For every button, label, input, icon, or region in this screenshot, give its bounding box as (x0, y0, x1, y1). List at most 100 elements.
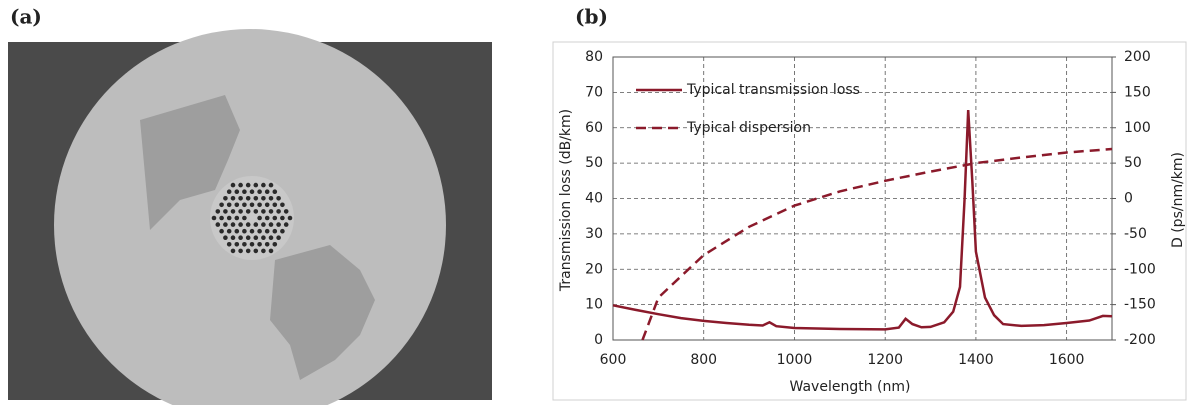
plot-frame (612, 56, 1113, 341)
air-hole (268, 248, 274, 254)
data-line (612, 110, 1113, 331)
air-hole (276, 209, 281, 214)
y-tick-label: 70 (585, 84, 603, 100)
air-hole (276, 235, 281, 240)
y-tick-label: 60 (585, 120, 603, 136)
air-hole (230, 235, 236, 240)
air-hole (257, 189, 262, 194)
y-tick-label: 50 (585, 155, 603, 171)
air-hole (226, 242, 232, 247)
air-hole (226, 189, 232, 194)
air-hole (238, 196, 243, 201)
air-hole (272, 189, 278, 194)
y2-tick-label: -100 (1124, 261, 1156, 277)
air-hole (253, 182, 259, 188)
y-tick-label: 10 (585, 297, 603, 313)
air-hole (253, 235, 259, 240)
air-hole (242, 228, 247, 234)
y-tick-label: 0 (594, 332, 603, 348)
air-hole (257, 228, 262, 234)
air-hole (223, 196, 228, 201)
y-axis-title: Transmission loss (dB/km) (558, 109, 574, 292)
air-hole (257, 215, 262, 221)
air-hole (261, 235, 266, 240)
air-hole (245, 248, 251, 254)
air-hole (242, 215, 247, 221)
air-hole (230, 209, 236, 214)
y2-tick-label: 50 (1124, 155, 1142, 171)
y2-tick-label: -50 (1124, 226, 1147, 242)
air-hole (219, 215, 224, 221)
x-tick-label: 800 (690, 352, 717, 368)
air-hole (242, 242, 247, 247)
air-hole (249, 189, 255, 194)
panel-label: (a) (10, 5, 42, 29)
air-hole (261, 248, 266, 254)
air-hole (261, 222, 266, 227)
air-hole (264, 242, 270, 247)
air-hole (276, 196, 281, 201)
air-hole (272, 228, 278, 234)
air-hole (272, 242, 278, 247)
air-hole (272, 215, 278, 221)
air-hole (268, 235, 274, 240)
air-hole (238, 248, 243, 254)
air-hole (234, 189, 240, 194)
air-hole (283, 222, 289, 227)
air-hole (245, 235, 251, 240)
x-tick-label: 1200 (867, 352, 903, 368)
air-hole (230, 182, 236, 188)
air-holes (211, 182, 293, 254)
air-hole (226, 228, 232, 234)
air-hole (219, 228, 224, 234)
air-hole (223, 209, 228, 214)
air-hole (253, 209, 259, 214)
air-hole (219, 202, 224, 208)
air-hole (272, 202, 278, 208)
x-tick-label: 1600 (1049, 352, 1085, 368)
air-hole (261, 209, 266, 214)
sem-image (8, 29, 492, 409)
y-tick-label: 80 (585, 49, 603, 65)
air-hole (257, 202, 262, 208)
x-axis-title: Wavelength (nm) (790, 379, 911, 395)
air-hole (234, 202, 240, 208)
air-hole (223, 222, 228, 227)
fiber-core (210, 176, 294, 260)
data-line (641, 147, 1113, 341)
air-hole (253, 248, 259, 254)
air-hole (283, 209, 289, 214)
air-hole (257, 242, 262, 247)
air-hole (223, 235, 228, 240)
air-hole (230, 248, 236, 254)
y2-tick-label: -150 (1124, 297, 1156, 313)
air-hole (249, 242, 255, 247)
air-hole (230, 222, 236, 227)
y-tick-label: 40 (585, 191, 603, 207)
air-hole (261, 196, 266, 201)
air-hole (211, 215, 217, 221)
y-tick-label: 20 (585, 261, 603, 277)
air-hole (280, 202, 285, 208)
air-hole (276, 222, 281, 227)
y2-tick-label: 150 (1124, 84, 1151, 100)
y-tick-label: 30 (585, 226, 603, 242)
x-tick-label: 1000 (777, 352, 813, 368)
legend-label: Typical dispersion (686, 120, 811, 136)
air-hole (238, 182, 243, 188)
air-hole (268, 196, 274, 201)
air-hole (226, 215, 232, 221)
panel-label: (b) (575, 5, 608, 29)
chart-frame (552, 41, 1187, 401)
air-hole (268, 209, 274, 214)
air-hole (238, 209, 243, 214)
air-hole (245, 196, 251, 201)
air-hole (268, 182, 274, 188)
air-hole (261, 182, 266, 188)
x-tick-label: 600 (600, 352, 627, 368)
air-hole (245, 209, 251, 214)
air-hole (215, 222, 221, 227)
y2-tick-label: 100 (1124, 120, 1151, 136)
